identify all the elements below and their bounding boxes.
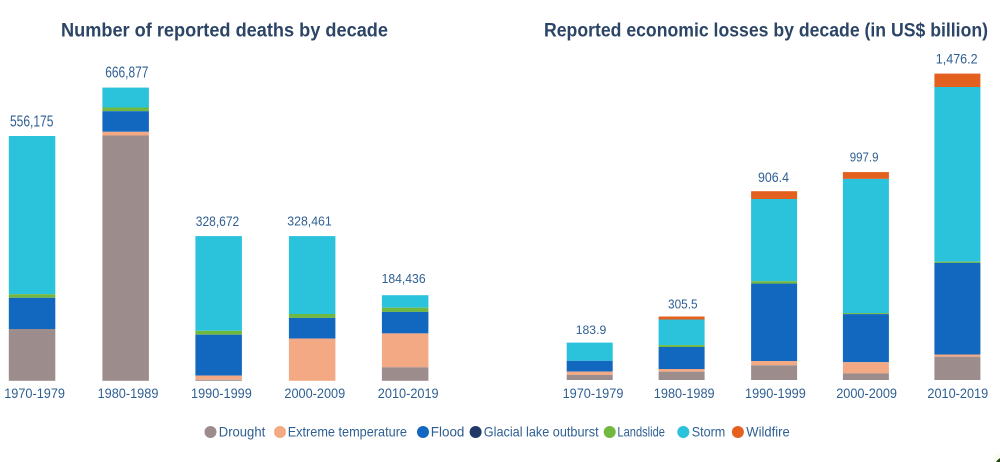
svg-text:1980-1989: 1980-1989 xyxy=(654,386,715,401)
svg-text:2010-2019: 2010-2019 xyxy=(378,386,439,401)
svg-text:2000-2009: 2000-2009 xyxy=(836,386,897,401)
svg-text:2010-2019: 2010-2019 xyxy=(927,386,988,401)
svg-text:328,461: 328,461 xyxy=(287,214,332,229)
svg-text:Landslide: Landslide xyxy=(617,425,665,440)
svg-text:1970-1979: 1970-1979 xyxy=(563,386,624,401)
svg-text:Extreme temperature: Extreme temperature xyxy=(288,425,408,440)
svg-text:305.5: 305.5 xyxy=(668,298,698,312)
svg-text:183.9: 183.9 xyxy=(576,323,607,337)
svg-text:2000-2009: 2000-2009 xyxy=(284,386,345,401)
svg-text:1970-1979: 1970-1979 xyxy=(4,386,65,401)
svg-text:556,175: 556,175 xyxy=(10,114,54,131)
svg-text:1980-1989: 1980-1989 xyxy=(98,386,159,401)
svg-text:1,476.2: 1,476.2 xyxy=(936,51,978,67)
svg-text:666,877: 666,877 xyxy=(105,65,148,82)
svg-text:Storm: Storm xyxy=(692,425,726,440)
svg-text:Flood: Flood xyxy=(431,425,465,440)
svg-text:328,672: 328,672 xyxy=(196,213,240,229)
svg-text:Glacial lake outburst: Glacial lake outburst xyxy=(484,425,599,440)
svg-text:Drought: Drought xyxy=(219,425,266,440)
svg-text:Number of reported deaths by d: Number of reported deaths by decade xyxy=(61,20,388,42)
svg-text:Wildfire: Wildfire xyxy=(746,425,790,440)
svg-text:906.4: 906.4 xyxy=(758,169,789,185)
svg-text:Reported economic losses by de: Reported economic losses by decade (in U… xyxy=(544,20,988,42)
svg-text:184,436: 184,436 xyxy=(382,271,426,286)
svg-text:1990-1999: 1990-1999 xyxy=(745,386,806,401)
svg-text:997.9: 997.9 xyxy=(850,150,879,165)
svg-text:1990-1999: 1990-1999 xyxy=(191,386,252,401)
